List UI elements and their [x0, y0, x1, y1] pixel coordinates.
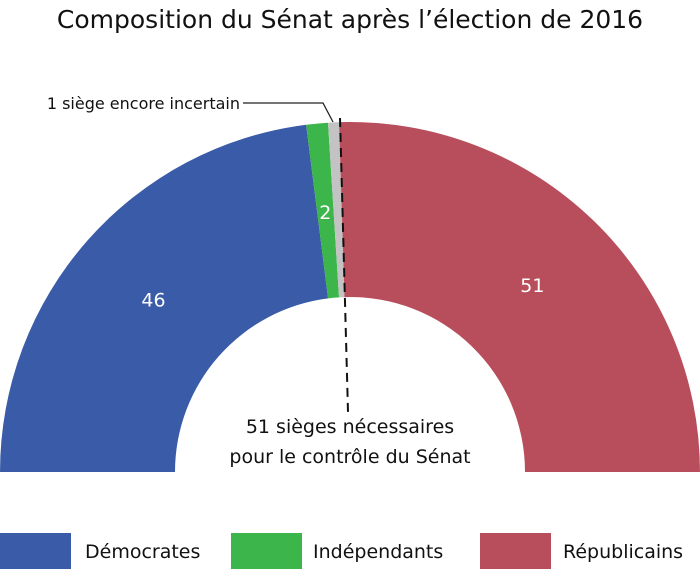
majority-dashed-line	[339, 117, 349, 413]
legend-swatch	[231, 533, 302, 569]
majority-annotation-line1: 51 sièges nécessaires	[246, 416, 454, 438]
legend-label: Démocrates	[85, 541, 200, 563]
majority-annotation-line2: pour le contrôle du Sénat	[229, 446, 470, 468]
slice-incertain	[328, 122, 345, 298]
legend-swatch	[480, 533, 551, 569]
slice-indépendants	[306, 122, 340, 299]
chart-title: Composition du Sénat après l’élection de…	[57, 5, 643, 34]
slice-label-républicains: 51	[520, 275, 544, 297]
legend: Démocrates Indépendants Républicains	[0, 533, 683, 569]
slice-démocrates	[0, 124, 329, 472]
uncertain-leader-line	[243, 102, 334, 123]
slice-républicains	[339, 122, 700, 473]
slice-label-démocrates: 46	[141, 290, 165, 312]
uncertain-annotation: 1 siège encore incertain	[47, 94, 240, 113]
legend-label: Républicains	[563, 541, 683, 563]
legend-label: Indépendants	[313, 541, 443, 563]
slice-label-indépendants: 2	[319, 202, 331, 224]
legend-swatch	[0, 533, 71, 569]
